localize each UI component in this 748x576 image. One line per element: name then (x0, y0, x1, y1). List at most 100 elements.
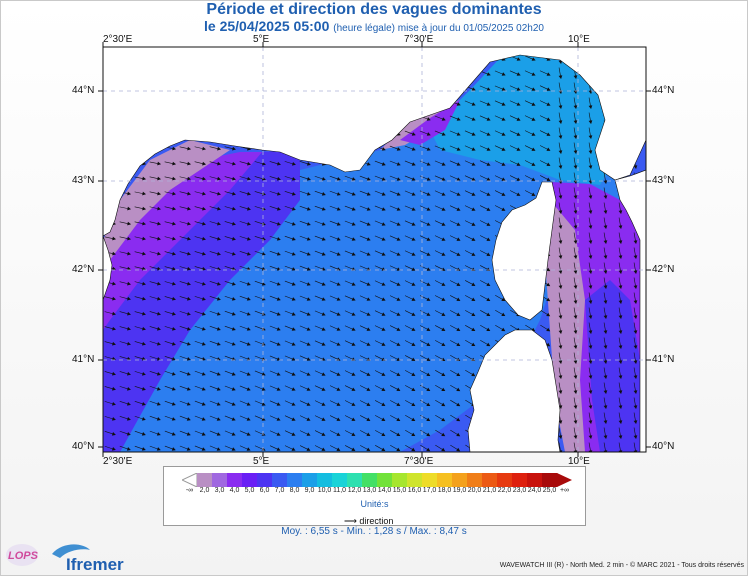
direction-arrow (269, 400, 281, 406)
direction-label: direction (359, 516, 394, 526)
direction-arrow (633, 247, 638, 260)
direction-arrow (224, 415, 236, 421)
direction-arrow (603, 202, 608, 215)
direction-arrow (209, 415, 221, 421)
direction-arrow (239, 385, 251, 391)
direction-arrow (329, 220, 341, 226)
direction-arrow (603, 187, 608, 200)
direction-arrow (239, 415, 251, 421)
direction-arrow (509, 85, 521, 91)
direction-arrow (389, 325, 401, 331)
direction-arrow (119, 236, 131, 241)
direction-arrow (149, 371, 161, 376)
direction-arrow (224, 161, 236, 166)
direction-arrow (603, 232, 608, 245)
direction-arrow (434, 250, 446, 256)
direction-arrow (573, 247, 578, 260)
direction-arrow (284, 400, 296, 406)
period-zone-east-6s (585, 280, 640, 452)
direction-arrow (134, 371, 146, 376)
stats-line: Moy. : 6,55 s - Min. : 1,28 s / Max. : 8… (281, 526, 467, 537)
direction-arrow (405, 385, 416, 391)
direction-arrow (284, 355, 296, 361)
direction-arrow (119, 445, 131, 451)
lat-label-right-2: 43°N (652, 175, 675, 186)
direction-arrow (149, 251, 161, 256)
direction-arrow (539, 160, 551, 166)
direction-arrow (224, 191, 236, 196)
direction-arrow (209, 206, 221, 211)
direction-arrow (573, 262, 578, 275)
legend-tick: 17,0 (422, 487, 437, 494)
direction-arrow (390, 385, 401, 391)
direction-arrow (359, 220, 371, 226)
direction-arrow (450, 310, 461, 316)
direction-arrow (588, 412, 593, 425)
direction-arrow (119, 251, 131, 256)
direction-arrow (104, 311, 116, 316)
direction-arrow (149, 356, 161, 361)
direction-arrow (239, 206, 251, 211)
legend-tick: 4,0 (229, 487, 240, 494)
lat-label-left-2: 43°N (72, 175, 95, 186)
direction-arrow (450, 340, 461, 346)
direction-arrow (419, 250, 431, 256)
direction-arrow (389, 190, 401, 196)
direction-arrow (134, 445, 146, 451)
direction-arrow (404, 325, 416, 331)
direction-arrow (314, 430, 326, 436)
direction-arrow (224, 146, 236, 151)
direction-arrow (104, 281, 116, 286)
direction-arrow (375, 415, 386, 421)
direction-arrow (239, 176, 251, 181)
direction-arrow (329, 340, 341, 346)
direction-arrow (314, 340, 326, 346)
direction-arrow (374, 250, 386, 256)
direction-arrow (359, 295, 371, 301)
direction-arrow (239, 191, 251, 196)
direction-arrow (450, 444, 461, 452)
direction-arrow (404, 145, 416, 151)
legend-swatch (422, 473, 438, 487)
direction-arrow (588, 262, 593, 275)
direction-arrow (558, 277, 563, 290)
direction-arrow (374, 325, 386, 331)
legend-tick-labels: -∞ 2,0 3,0 4,0 5,0 6,0 7,0 8,0 9,0 10,0 11,0 12,0 13… (164, 487, 585, 497)
direction-arrow (179, 191, 191, 196)
direction-arrow (588, 217, 593, 230)
direction-arrow (239, 370, 251, 376)
direction-arrow (104, 416, 116, 421)
direction-arrow (104, 431, 116, 436)
direction-arrow (375, 430, 386, 436)
direction-arrow (389, 205, 401, 211)
direction-arrow (269, 220, 281, 226)
direction-arrow (179, 221, 191, 226)
direction-arrow (558, 232, 563, 245)
direction-arrow (149, 445, 161, 451)
legend-swatch (332, 473, 348, 487)
direction-arrow (179, 146, 191, 151)
direction-arrow (419, 145, 431, 151)
direction-arrow (464, 250, 476, 256)
direction-arrow (299, 370, 311, 376)
direction-arrow (573, 127, 578, 140)
direction-arrow (104, 326, 116, 331)
legend-tick: +∞ (559, 487, 570, 494)
legend-tick: 6,0 (259, 487, 270, 494)
direction-arrow (449, 220, 461, 226)
direction-arrow (164, 251, 176, 256)
direction-arrow (405, 429, 416, 437)
direction-arrow (558, 67, 563, 80)
direction-arrow (389, 235, 401, 241)
direction-arrow (509, 100, 521, 106)
direction-arrow (389, 175, 401, 181)
direction-arrow (588, 157, 593, 170)
direction-arrow (194, 445, 206, 451)
direction-arrow (374, 175, 386, 181)
direction-arrow (465, 295, 476, 301)
direction-arrow (299, 340, 311, 346)
direction-arrow (509, 115, 521, 121)
direction-arrow (179, 161, 191, 166)
direction-arrow (449, 250, 461, 256)
